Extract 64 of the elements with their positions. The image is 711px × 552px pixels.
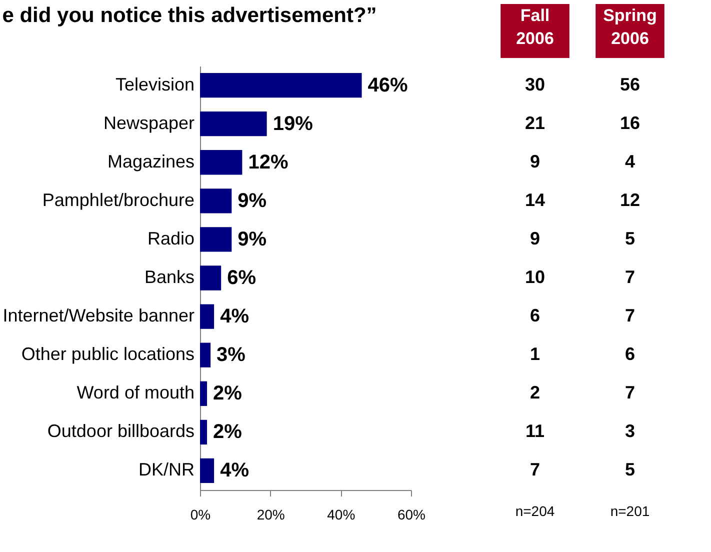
bar xyxy=(200,266,222,290)
data-label: 12% xyxy=(248,151,288,174)
data-label: 14 xyxy=(524,190,546,210)
data-label: 7 xyxy=(624,382,636,403)
chart-title: e did you notice this advertisement?” xyxy=(2,4,377,27)
y-tick-label: Radio xyxy=(147,228,194,248)
text: n=201 xyxy=(610,503,650,519)
data-label: 12 xyxy=(620,190,640,210)
x-tick-label: 40% xyxy=(327,506,356,522)
y-tick-label: Newspaper xyxy=(103,112,195,133)
bar xyxy=(200,420,208,445)
data-label: 4% xyxy=(220,460,250,482)
text: n=204 xyxy=(515,503,555,519)
data-label: 6 xyxy=(530,306,540,326)
data-label: 2 xyxy=(530,382,540,403)
data-label: 11 xyxy=(525,421,545,442)
y-tick-label: Banks xyxy=(144,267,194,287)
x-tick-label: 0% xyxy=(190,506,211,522)
text: Spring 2006 xyxy=(603,6,657,48)
data-label: 4 xyxy=(624,151,636,172)
x-tick-label: 20% xyxy=(256,506,285,522)
bar xyxy=(200,111,267,136)
bar xyxy=(200,381,208,406)
bar xyxy=(200,304,214,329)
data-label: 19% xyxy=(272,112,314,135)
y-tick-label: Pamphlet/brochure xyxy=(42,190,194,210)
data-label: 21 xyxy=(524,112,546,133)
x-tick-label: 60% xyxy=(397,506,426,522)
bar xyxy=(200,188,232,214)
data-label: 6 xyxy=(624,344,636,364)
data-label: 56 xyxy=(620,74,640,94)
data-label: 30 xyxy=(524,74,546,94)
y-tick-label: DK/NR xyxy=(138,460,194,480)
data-label: 9% xyxy=(238,228,267,250)
data-label: 6% xyxy=(227,267,256,289)
data-label: 46% xyxy=(368,74,408,96)
data-label: 5 xyxy=(624,460,636,480)
y-tick-label: Word of mouth xyxy=(76,382,194,403)
data-label: 3% xyxy=(216,344,246,366)
data-label: 1 xyxy=(530,344,540,364)
data-label: 7 xyxy=(530,460,540,480)
y-tick-label: Magazines xyxy=(107,151,194,172)
data-label: 7 xyxy=(624,267,636,287)
y-tick-label: Other public locations xyxy=(21,344,194,364)
data-label: 4% xyxy=(220,306,250,328)
data-label: 10 xyxy=(524,267,546,287)
y-tick-label: Television xyxy=(115,74,194,94)
y-tick-label: Internet/Website banner xyxy=(2,306,194,326)
bar xyxy=(200,72,362,98)
y-tick-label: Outdoor billboards xyxy=(47,421,194,442)
data-label: 3 xyxy=(624,421,636,442)
bar xyxy=(200,150,242,175)
bar xyxy=(200,227,232,252)
bar xyxy=(200,458,214,484)
data-label: 2% xyxy=(213,421,242,444)
data-label: 7 xyxy=(624,306,636,326)
data-label: 9% xyxy=(238,190,267,212)
data-label: 9 xyxy=(530,228,540,248)
data-label: 2% xyxy=(213,382,242,405)
data-label: 5 xyxy=(624,228,636,248)
data-label: 16 xyxy=(620,112,640,133)
text: Fall 2006 xyxy=(516,6,554,48)
bar xyxy=(200,342,211,368)
data-label: 9 xyxy=(530,151,540,172)
